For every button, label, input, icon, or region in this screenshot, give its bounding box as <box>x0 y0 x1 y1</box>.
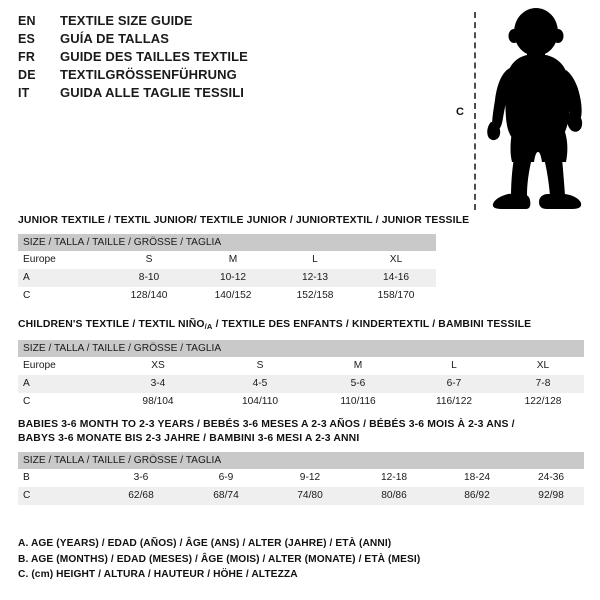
section-babies-textile: BABIES 3-6 MONTH TO 2-3 YEARS / BEBÉS 3-… <box>18 418 585 505</box>
legend-block: A. AGE (YEARS) / EDAD (AÑOS) / ÂGE (ANS)… <box>18 536 420 583</box>
language-code-fr: FR <box>18 50 36 64</box>
table-cell: 9-12 <box>268 469 352 487</box>
table-band-row: SIZE / TALLA / TAILLE / GRÖSSE / TAGLIA <box>18 234 437 251</box>
table-cell: S <box>210 357 310 375</box>
table-cell: 158/170 <box>356 287 437 305</box>
table-cell: XL <box>356 251 437 269</box>
table-cell: M <box>310 357 406 375</box>
table-cell: 62/68 <box>98 487 184 505</box>
height-dashed-line-icon <box>474 12 476 210</box>
table-cell: 128/140 <box>106 287 192 305</box>
section-title-children-pre: CHILDREN'S TEXTILE / TEXTIL NIÑO <box>18 319 205 330</box>
table-cell: 92/98 <box>518 487 585 505</box>
table-cell: 24-36 <box>518 469 585 487</box>
table-cell: 12-13 <box>274 269 356 287</box>
language-row-de: DE TEXTILGRÖSSENFÜHRUNG <box>18 66 438 84</box>
table-row: Europe XS S M L XL <box>18 357 585 375</box>
table-cell: 6-9 <box>184 469 268 487</box>
table-cell: 80/86 <box>352 487 436 505</box>
table-band-row: SIZE / TALLA / TAILLE / GRÖSSE / TAGLIA <box>18 452 585 469</box>
row-label: B <box>18 469 98 487</box>
table-cell: 18-24 <box>436 469 518 487</box>
band-label-junior: SIZE / TALLA / TAILLE / GRÖSSE / TAGLIA <box>18 234 437 251</box>
table-cell: 7-8 <box>502 375 585 393</box>
language-row-en: EN TEXTILE SIZE GUIDE <box>18 12 438 30</box>
table-row: C 98/104 104/110 110/116 116/122 122/128 <box>18 393 585 411</box>
table-cell: 14-16 <box>356 269 437 287</box>
section-junior-textile: JUNIOR TEXTILE / TEXTIL JUNIOR/ TEXTILE … <box>18 214 470 305</box>
table-row: A 3-4 4-5 5-6 6-7 7-8 <box>18 375 585 393</box>
language-row-it: IT GUIDA ALLE TAGLIE TESSILI <box>18 84 438 102</box>
table-cell: 110/116 <box>310 393 406 411</box>
section-title-junior: JUNIOR TEXTILE / TEXTIL JUNIOR/ TEXTILE … <box>18 215 470 226</box>
language-text-de: TEXTILGRÖSSENFÜHRUNG <box>60 67 237 82</box>
table-cell: S <box>106 251 192 269</box>
table-cell: 122/128 <box>502 393 585 411</box>
table-cell: L <box>406 357 502 375</box>
table-cell: 3-4 <box>106 375 210 393</box>
table-cell: L <box>274 251 356 269</box>
row-label: Europe <box>18 357 106 375</box>
table-cell: 98/104 <box>106 393 210 411</box>
language-code-en: EN <box>18 14 36 28</box>
row-label: Europe <box>18 251 106 269</box>
language-text-fr: GUIDE DES TAILLES TEXTILE <box>60 49 248 64</box>
table-cell: M <box>192 251 274 269</box>
table-cell: 68/74 <box>184 487 268 505</box>
table-cell: 86/92 <box>436 487 518 505</box>
language-code-es: ES <box>18 32 36 46</box>
language-text-en: TEXTILE SIZE GUIDE <box>60 13 193 28</box>
table-cell: 152/158 <box>274 287 356 305</box>
band-label-babies: SIZE / TALLA / TAILLE / GRÖSSE / TAGLIA <box>18 452 585 469</box>
section-title-babies-line2: BABYS 3-6 MONATE BIS 2-3 JAHRE / BAMBINI… <box>18 433 360 444</box>
section-childrens-textile: CHILDREN'S TEXTILE / TEXTIL NIÑO/A / TEX… <box>18 318 585 411</box>
toddler-silhouette-icon <box>487 8 583 209</box>
table-cell: 12-18 <box>352 469 436 487</box>
table-cell: 4-5 <box>210 375 310 393</box>
table-cell: 8-10 <box>106 269 192 287</box>
legend-line-a: A. AGE (YEARS) / EDAD (AÑOS) / ÂGE (ANS)… <box>18 538 392 549</box>
band-label-children: SIZE / TALLA / TAILLE / GRÖSSE / TAGLIA <box>18 340 585 357</box>
section-title-children: CHILDREN'S TEXTILE / TEXTIL NIÑO/A / TEX… <box>18 318 584 334</box>
language-code-it: IT <box>18 86 30 100</box>
row-label: C <box>18 287 106 305</box>
table-row: A 8-10 10-12 12-13 14-16 <box>18 269 437 287</box>
row-label: A <box>18 375 106 393</box>
table-row: C 128/140 140/152 152/158 158/170 <box>18 287 437 305</box>
section-title-babies-line1: BABIES 3-6 MONTH TO 2-3 YEARS / BEBÉS 3-… <box>18 419 515 430</box>
language-list: EN TEXTILE SIZE GUIDE ES GUÍA DE TALLAS … <box>18 12 438 102</box>
language-row-fr: FR GUIDE DES TAILLES TEXTILE <box>18 48 438 66</box>
table-cell: 104/110 <box>210 393 310 411</box>
section-title-children-post: / TEXTILE DES ENFANTS / KINDERTEXTIL / B… <box>212 319 532 330</box>
section-title-children-sub: /A <box>204 322 213 331</box>
table-row: C 62/68 68/74 74/80 80/86 86/92 92/98 <box>18 487 585 505</box>
table-band-row: SIZE / TALLA / TAILLE / GRÖSSE / TAGLIA <box>18 340 585 357</box>
table-babies-textile: SIZE / TALLA / TAILLE / GRÖSSE / TAGLIA … <box>18 452 585 505</box>
table-junior-textile: SIZE / TALLA / TAILLE / GRÖSSE / TAGLIA … <box>18 234 437 305</box>
table-cell: 3-6 <box>98 469 184 487</box>
language-text-it: GUIDA ALLE TAGLIE TESSILI <box>60 85 245 100</box>
table-cell: 140/152 <box>192 287 274 305</box>
row-label: A <box>18 269 106 287</box>
table-cell: 10-12 <box>192 269 274 287</box>
language-row-es: ES GUÍA DE TALLAS <box>18 30 438 48</box>
table-childrens-textile: SIZE / TALLA / TAILLE / GRÖSSE / TAGLIA … <box>18 340 585 411</box>
table-cell: XL <box>502 357 585 375</box>
language-text-es: GUÍA DE TALLAS <box>60 31 170 46</box>
table-row: Europe S M L XL <box>18 251 437 269</box>
legend-line-c: C. (cm) HEIGHT / ALTURA / HAUTEUR / HÖHE… <box>18 569 298 580</box>
row-label: C <box>18 487 98 505</box>
table-cell: XS <box>106 357 210 375</box>
table-cell: 6-7 <box>406 375 502 393</box>
language-code-de: DE <box>18 68 36 82</box>
height-measure-label: C <box>456 106 464 118</box>
table-row: B 3-6 6-9 9-12 12-18 18-24 24-36 <box>18 469 585 487</box>
row-label: C <box>18 393 106 411</box>
legend-line-b: B. AGE (MONTHS) / EDAD (MESES) / ÂGE (MO… <box>18 553 421 565</box>
table-cell: 74/80 <box>268 487 352 505</box>
table-cell: 116/122 <box>406 393 502 411</box>
table-cell: 5-6 <box>310 375 406 393</box>
height-measure-figure: C <box>448 6 594 214</box>
